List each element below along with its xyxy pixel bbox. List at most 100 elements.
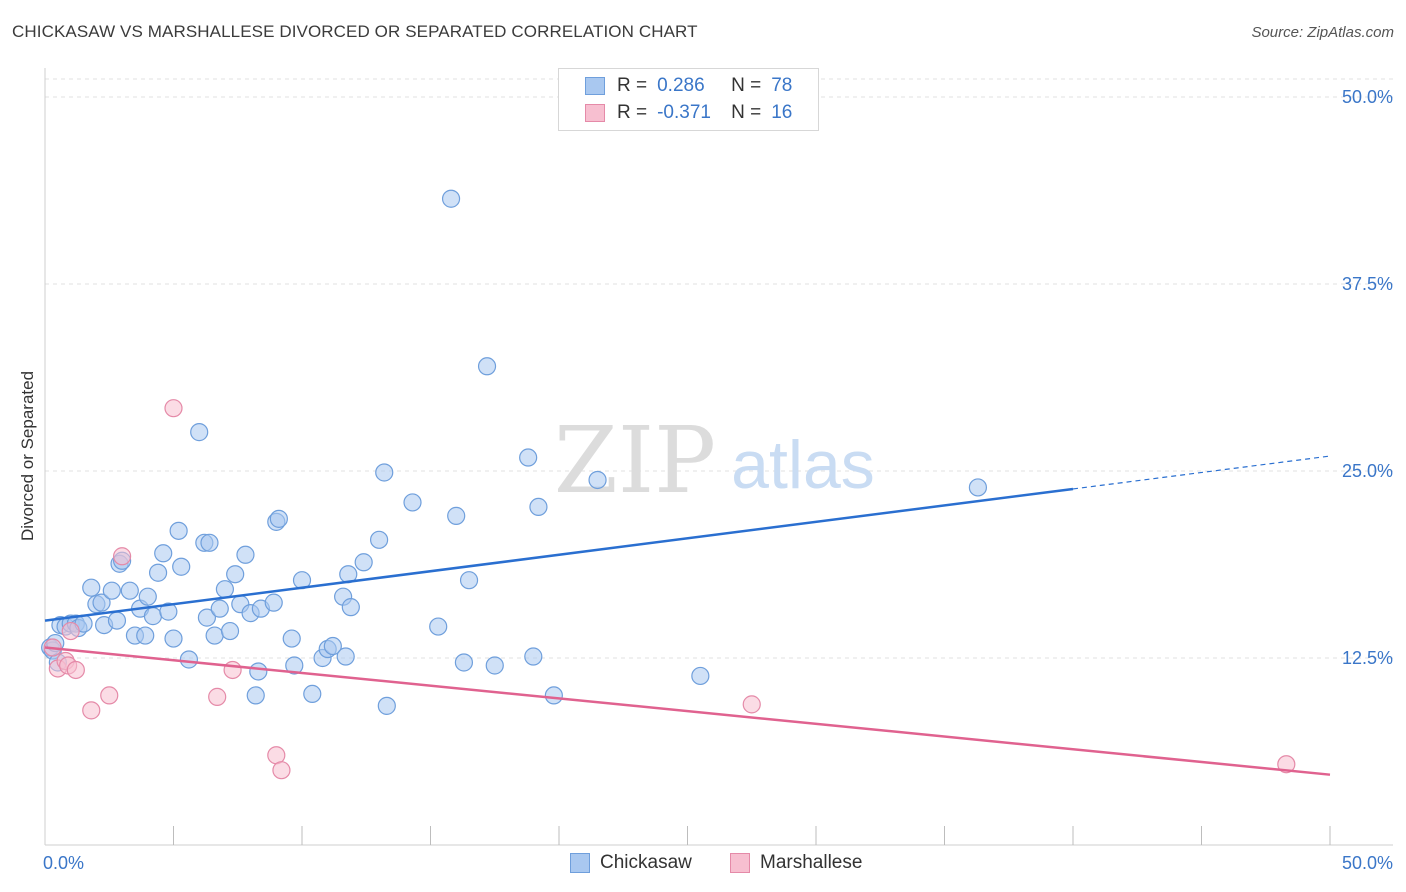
n-value: 16 <box>771 102 793 123</box>
chickasaw-point <box>377 696 396 715</box>
chickasaw-point <box>285 656 304 675</box>
chickasaw-point <box>264 593 283 612</box>
n-value: 78 <box>771 75 793 96</box>
n-label: N = <box>731 75 762 96</box>
x-tick-label: 0.0% <box>43 853 84 873</box>
marshallese-point <box>82 701 101 720</box>
chickasaw-point <box>519 448 538 467</box>
r-value: -0.371 <box>657 102 711 123</box>
chickasaw-point <box>236 545 255 564</box>
chickasaw-point <box>226 565 245 584</box>
legend-swatch-chickasaw <box>585 77 605 95</box>
chickasaw-point <box>197 608 217 627</box>
chickasaw-point <box>336 647 355 666</box>
chickasaw-trend-line <box>44 487 1074 622</box>
chickasaw-point <box>454 653 474 672</box>
chickasaw-point <box>210 599 229 618</box>
chickasaw-point <box>154 544 173 563</box>
chickasaw-point <box>107 611 127 630</box>
chickasaw-point <box>205 626 224 645</box>
chickasaw-point <box>968 478 988 497</box>
chickasaw-point <box>102 581 121 600</box>
watermark-atlas: atlas <box>731 427 875 503</box>
legend-swatch-marshallese <box>585 104 605 122</box>
chickasaw-point <box>323 636 342 656</box>
marshallese-point <box>1277 755 1296 774</box>
trend-lines <box>44 455 1331 776</box>
y-tick-label: 50.0% <box>1342 87 1393 107</box>
watermark-zip: ZIP <box>554 407 716 514</box>
chickasaw-point <box>403 493 422 512</box>
chickasaw-point <box>370 530 389 549</box>
chickasaw-point <box>148 563 168 582</box>
marshallese-point <box>742 695 761 714</box>
chickasaw-point <box>169 521 188 540</box>
chickasaw-point <box>477 357 497 376</box>
y-tick-labels: 12.5% 25.0% 37.5% 50.0% <box>1342 87 1393 668</box>
marshallese-point <box>272 761 291 780</box>
legend-label-chickasaw: Chickasaw <box>600 852 692 873</box>
chickasaw-point <box>354 553 373 572</box>
chickasaw-point <box>215 580 234 599</box>
chickasaw-point <box>249 662 268 681</box>
chickasaw-point <box>269 509 288 528</box>
correlation-legend: R = 0.286 N = 78 R = -0.371 N = 16 <box>558 68 819 131</box>
r-value: 0.286 <box>657 75 705 96</box>
chickasaw-point <box>172 557 191 576</box>
chickasaw-point <box>429 617 448 636</box>
chickasaw-point <box>447 506 466 525</box>
marshallese-point <box>66 660 85 680</box>
legend-item-marshallese[interactable]: Marshallese <box>730 852 862 874</box>
chickasaw-point <box>691 666 710 686</box>
chickasaw-point <box>136 626 155 645</box>
legend-row-marshallese: R = -0.371 N = 16 <box>585 101 792 125</box>
legend-row-chickasaw: R = 0.286 N = 78 <box>585 74 792 98</box>
marshallese-point <box>61 621 80 641</box>
legend-label-marshallese: Marshallese <box>760 852 863 873</box>
chickasaw-point <box>524 647 543 666</box>
chickasaw-point <box>190 423 209 442</box>
x-tick-label: 50.0% <box>1342 853 1393 873</box>
marshallese-trend-line <box>44 646 1331 776</box>
chickasaw-point <box>200 533 219 552</box>
chickasaw-point <box>159 602 178 621</box>
legend-swatch-marshallese <box>730 853 750 873</box>
y-tick-label: 37.5% <box>1342 274 1393 294</box>
legend-item-chickasaw[interactable]: Chickasaw <box>570 852 692 874</box>
marshallese-point <box>208 687 227 706</box>
y-tick-label: 25.0% <box>1342 461 1393 481</box>
chickasaw-point <box>303 684 322 704</box>
chickasaw-point <box>529 497 548 517</box>
chickasaw-point <box>179 650 199 669</box>
marshallese-point <box>100 686 119 705</box>
chickasaw-point <box>485 656 504 675</box>
legend-swatch-chickasaw <box>570 853 590 873</box>
chickasaw-point <box>143 607 163 626</box>
marshallese-points <box>43 399 1296 780</box>
r-label: R = <box>617 102 648 123</box>
chickasaw-point <box>92 593 111 612</box>
gridlines <box>45 78 1393 659</box>
chickasaw-point <box>120 581 139 600</box>
x-tick-labels: 0.0% 50.0% <box>43 853 1393 873</box>
chickasaw-point <box>164 629 183 648</box>
y-tick-label: 12.5% <box>1342 648 1393 668</box>
axes <box>44 68 1393 846</box>
chart-title: CHICKASAW VS MARSHALLESE DIVORCED OR SEP… <box>12 22 698 41</box>
r-label: R = <box>617 75 648 96</box>
chickasaw-point <box>375 463 394 482</box>
chickasaw-point <box>459 571 479 590</box>
chickasaw-point <box>138 587 157 606</box>
source-label: Source: ZipAtlas.com <box>1251 24 1394 41</box>
chickasaw-point <box>441 189 461 208</box>
marshallese-point <box>112 547 132 566</box>
chickasaw-point <box>82 578 101 597</box>
marshallese-point <box>223 660 242 680</box>
chickasaw-point <box>544 686 563 705</box>
chickasaw-trend-line-extension <box>1072 455 1331 490</box>
chickasaw-point <box>341 598 360 617</box>
chickasaw-point <box>220 621 240 641</box>
chickasaw-point <box>282 629 301 648</box>
n-label: N = <box>731 102 762 123</box>
